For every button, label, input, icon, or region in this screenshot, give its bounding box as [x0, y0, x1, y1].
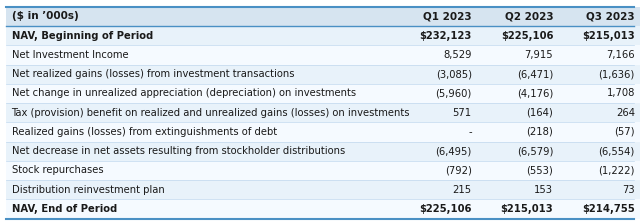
- Text: -: -: [468, 127, 472, 137]
- Bar: [477, 103, 558, 122]
- Text: 7,915: 7,915: [525, 50, 553, 60]
- Text: (1,636): (1,636): [598, 69, 635, 79]
- Bar: [558, 142, 640, 161]
- Text: Distribution reinvestment plan: Distribution reinvestment plan: [12, 185, 164, 195]
- Bar: [6, 103, 396, 122]
- Bar: [6, 45, 396, 65]
- Text: (5,960): (5,960): [435, 89, 472, 98]
- Text: (6,579): (6,579): [517, 146, 553, 156]
- Bar: [396, 161, 477, 180]
- Text: $225,106: $225,106: [419, 204, 472, 214]
- Text: 215: 215: [452, 185, 472, 195]
- Text: (792): (792): [445, 165, 472, 176]
- Text: Stock repurchases: Stock repurchases: [12, 165, 103, 176]
- Bar: [477, 142, 558, 161]
- Bar: [558, 7, 640, 26]
- Text: Net Investment Income: Net Investment Income: [12, 50, 128, 60]
- Bar: [6, 180, 396, 199]
- Bar: [477, 199, 558, 219]
- Text: (164): (164): [527, 108, 553, 118]
- Bar: [477, 180, 558, 199]
- Bar: [6, 142, 396, 161]
- Text: (6,471): (6,471): [517, 69, 553, 79]
- Bar: [6, 84, 396, 103]
- Bar: [396, 180, 477, 199]
- Bar: [396, 84, 477, 103]
- Bar: [477, 65, 558, 84]
- Bar: [477, 161, 558, 180]
- Text: $215,013: $215,013: [582, 31, 635, 41]
- Bar: [558, 161, 640, 180]
- Bar: [6, 7, 396, 26]
- Bar: [396, 142, 477, 161]
- Bar: [477, 45, 558, 65]
- Bar: [558, 26, 640, 45]
- Text: NAV, End of Period: NAV, End of Period: [12, 204, 116, 214]
- Text: Tax (provision) benefit on realized and unrealized gains (losses) on investments: Tax (provision) benefit on realized and …: [12, 108, 410, 118]
- Bar: [477, 26, 558, 45]
- Text: Q3 2023: Q3 2023: [586, 11, 635, 21]
- Bar: [396, 26, 477, 45]
- Text: 571: 571: [452, 108, 472, 118]
- Bar: [558, 65, 640, 84]
- Bar: [396, 45, 477, 65]
- Text: (553): (553): [527, 165, 553, 176]
- Text: 153: 153: [534, 185, 553, 195]
- Bar: [558, 45, 640, 65]
- Text: (57): (57): [614, 127, 635, 137]
- Bar: [477, 7, 558, 26]
- Text: ($ in ’000s): ($ in ’000s): [12, 11, 78, 21]
- Text: $232,123: $232,123: [419, 31, 472, 41]
- Text: $215,013: $215,013: [500, 204, 553, 214]
- Text: Net change in unrealized appreciation (depreciation) on investments: Net change in unrealized appreciation (d…: [12, 89, 356, 98]
- Text: Q1 2023: Q1 2023: [423, 11, 472, 21]
- Text: (6,495): (6,495): [435, 146, 472, 156]
- Bar: [396, 199, 477, 219]
- Bar: [558, 103, 640, 122]
- Bar: [558, 199, 640, 219]
- Text: Q2 2023: Q2 2023: [504, 11, 553, 21]
- Text: 8,529: 8,529: [443, 50, 472, 60]
- Bar: [558, 122, 640, 142]
- Bar: [6, 65, 396, 84]
- Text: 7,166: 7,166: [606, 50, 635, 60]
- Bar: [396, 7, 477, 26]
- Text: (3,085): (3,085): [436, 69, 472, 79]
- Text: NAV, Beginning of Period: NAV, Beginning of Period: [12, 31, 153, 41]
- Bar: [6, 26, 396, 45]
- Bar: [396, 65, 477, 84]
- Text: (6,554): (6,554): [598, 146, 635, 156]
- Bar: [6, 199, 396, 219]
- Text: 1,708: 1,708: [606, 89, 635, 98]
- Bar: [558, 84, 640, 103]
- Text: Net realized gains (losses) from investment transactions: Net realized gains (losses) from investm…: [12, 69, 294, 79]
- Bar: [396, 103, 477, 122]
- Text: $225,106: $225,106: [500, 31, 553, 41]
- Bar: [477, 84, 558, 103]
- Text: (218): (218): [527, 127, 553, 137]
- Text: Net decrease in net assets resulting from stockholder distributions: Net decrease in net assets resulting fro…: [12, 146, 345, 156]
- Text: (1,222): (1,222): [598, 165, 635, 176]
- Text: $214,755: $214,755: [582, 204, 635, 214]
- Text: (4,176): (4,176): [517, 89, 553, 98]
- Bar: [477, 122, 558, 142]
- Bar: [6, 161, 396, 180]
- Text: 264: 264: [616, 108, 635, 118]
- Text: 73: 73: [622, 185, 635, 195]
- Bar: [6, 122, 396, 142]
- Text: Realized gains (losses) from extinguishments of debt: Realized gains (losses) from extinguishm…: [12, 127, 276, 137]
- Bar: [396, 122, 477, 142]
- Bar: [558, 180, 640, 199]
